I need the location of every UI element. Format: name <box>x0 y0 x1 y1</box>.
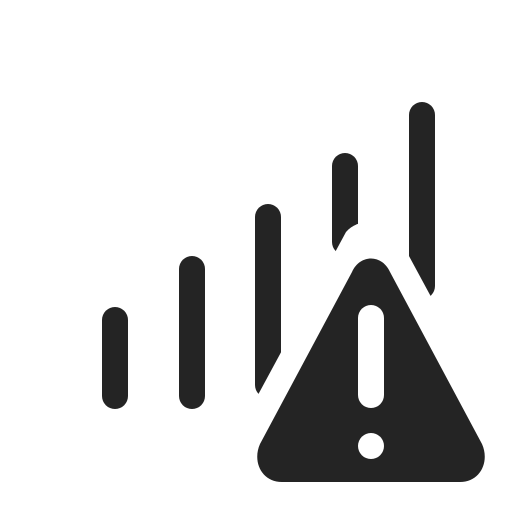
signal-bars <box>102 102 435 409</box>
warning-triangle <box>234 221 508 488</box>
exclamation-bar <box>358 305 384 408</box>
exclamation-dot <box>358 433 384 459</box>
